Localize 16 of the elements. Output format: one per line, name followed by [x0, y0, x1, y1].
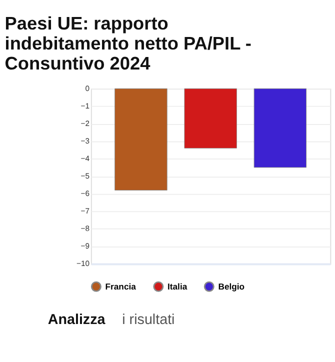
text: Analizza i risultati	[48, 312, 175, 328]
y-tick-label: 0	[85, 84, 90, 94]
y-tick-label: −6	[80, 189, 90, 198]
y-tick-label: −7	[80, 206, 90, 216]
legend-label: Italia	[168, 282, 188, 292]
y-tick-label: −10	[76, 259, 90, 268]
y-tick-label: −9	[80, 242, 90, 251]
chart-title: Paesi UE: rapporto indebitamento netto PA/PIL - Consuntivo 2024	[4, 13, 252, 74]
y-tick-label: −3	[80, 136, 90, 146]
y-tick-label: −8	[80, 224, 90, 234]
y-tick-label: −4	[80, 154, 90, 164]
y-tick-label: −2	[80, 119, 90, 128]
y-tick-label: −5	[80, 172, 90, 181]
y-tick-label: −1	[80, 102, 90, 111]
legend-label: Francia	[105, 282, 136, 292]
legend-label: Belgio	[218, 282, 245, 292]
